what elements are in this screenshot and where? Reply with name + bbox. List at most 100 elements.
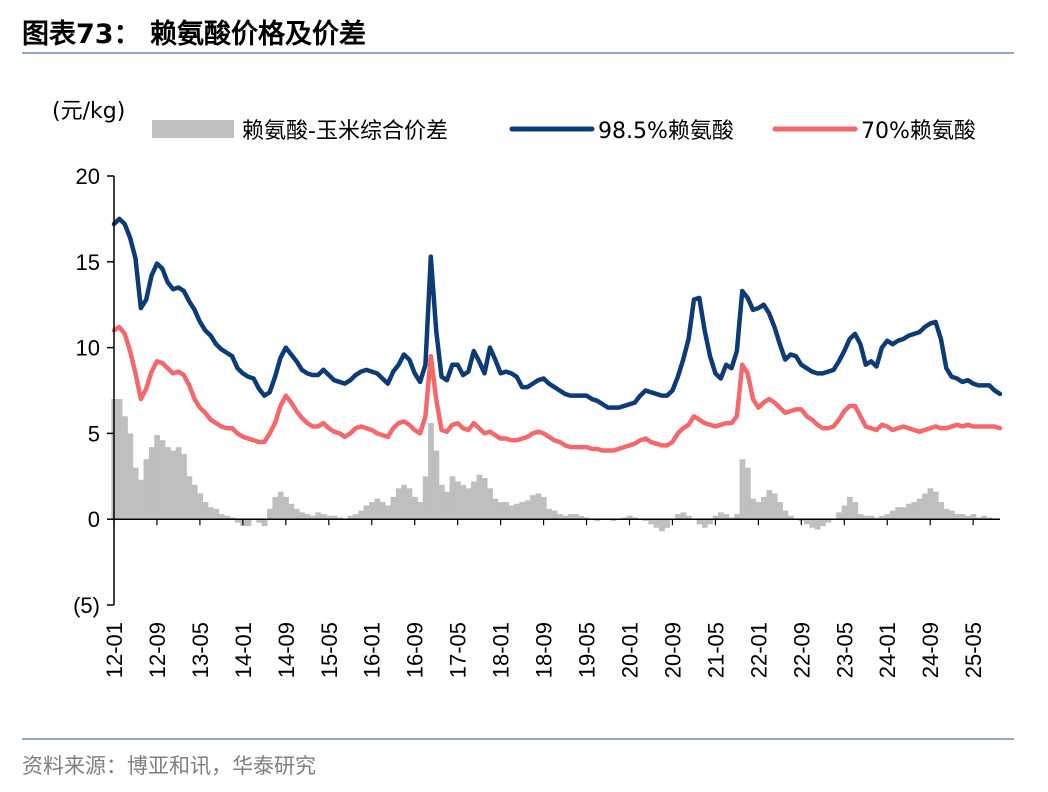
spread-area-bar [927,488,934,520]
spread-area-bar [213,508,220,520]
spread-area-bar [750,498,757,520]
spread-area-bar [401,484,408,520]
spread-area-bar [546,508,553,520]
x-tick-label: 14-09 [274,622,299,678]
spread-area-bar [911,502,918,520]
spread-area-bar [363,505,370,520]
spread-area-bar [696,519,703,525]
spread-area-bar [707,519,714,525]
spread-area-bar [906,503,912,520]
spread-area-bar [680,512,687,520]
top-rule [22,52,1014,54]
spread-area-bar [916,498,923,520]
spread-area-bar [895,507,902,520]
x-tick-label: 15-05 [317,622,342,678]
spread-area-bar [814,519,821,530]
spread-area-bar [728,517,735,520]
spread-area-bar [492,498,499,520]
x-tick-label: 12-01 [102,622,127,678]
x-tick-label: 19-05 [575,622,600,678]
spread-area-bar [186,476,193,520]
spread-area-bar [820,519,826,527]
spread-area-bar [154,435,161,520]
spread-area-bar [846,496,853,520]
spread-area-bar [685,515,692,520]
spread-area-bar [358,510,365,520]
spread-area-bar [857,514,864,520]
spread-area-bar [530,495,536,520]
spread-area-bar [122,416,128,520]
spread-area-bar [245,519,252,527]
spread-area-bar [148,447,155,520]
spread-area-bar [256,519,263,523]
spread-area-bar [229,517,236,520]
spread-area-bar [954,514,961,520]
spread-area-bar [347,515,354,520]
x-tick-label: 18-01 [489,622,514,678]
spread-area-bar [202,502,209,520]
chart-svg: (元/kg) 赖氨酸-玉米综合价差 98.5%赖氨酸 70%赖氨酸 (5) 0 5 10 1… [52,99,1003,678]
spread-area-bar [315,512,322,520]
x-tick-label: 17-05 [446,622,471,678]
spread-area-bar [454,481,461,520]
spread-area-bar [659,519,665,532]
legend-swatch-spread [152,120,234,138]
spread-area-bar [965,515,971,520]
spread-area-bar [701,519,708,528]
spread-area-bar [943,508,950,520]
spread-area-bar [159,440,166,520]
spread-area-bar [879,515,885,520]
spread-area-bar [283,496,289,520]
spread-area-bar [460,484,467,520]
spread-area-bar [514,503,520,520]
spread-area-bar [352,514,359,520]
spread-area-bar [444,491,451,520]
spread-area-bar [744,467,751,520]
spread-area-bar [395,488,402,520]
spread-area-bar [191,484,198,520]
spread-area-bar [519,502,526,520]
spread-area-bar [841,505,848,520]
spread-area-bar [777,502,783,520]
axis-layer: (5) 0 5 10 15 20 12-01 12-09 13-05 14-01 14-09 15-0… [73,164,1000,678]
spread-area-bar [181,453,187,520]
spread-area-bar [412,496,418,520]
spread-area-bar [712,515,719,520]
spread-area-bar [610,519,617,521]
spread-area-bar [787,515,794,520]
spread-area-bar [932,491,939,520]
spread-area-bar [653,519,660,528]
x-tick-label: 20-09 [660,622,685,678]
spread-area-bar [578,515,585,520]
spread-area-bar [675,514,681,520]
spread-area-bar [535,493,542,520]
spread-area-bar [487,488,493,520]
spread-area-bar [648,519,655,525]
spread-area-bar [809,519,816,528]
spread-area-bar [557,514,563,520]
spread-area-bar [224,515,230,520]
x-tick-label: 14-01 [231,622,256,678]
spread-area-bar [761,496,767,520]
spread-area-bar [326,515,332,520]
spread-area-bar [981,515,987,520]
spread-area-bar [959,514,966,520]
spread-area-bar [433,450,440,520]
spread-area-bar [626,515,633,520]
legend-label-spread: 赖氨酸-玉米综合价差 [242,119,448,144]
spread-area-bar [975,517,982,520]
spread-area-bar [723,514,730,520]
spread-area-bar [508,505,515,520]
spread-area-bar [309,515,316,520]
spread-area-bar [132,467,139,520]
spread-area-bar [938,502,945,520]
legend-label-70: 70%赖氨酸 [861,119,976,144]
spread-area-bar [385,505,391,520]
y-tick-label: 15 [76,250,100,275]
spread-area-bar [277,491,284,520]
spread-area-bar [863,515,869,520]
y-axis-unit-label: (元/kg) [52,99,125,124]
spread-area-bar [551,510,558,520]
x-tick-label: 24-09 [918,622,943,678]
spread-area-bar [884,514,891,520]
